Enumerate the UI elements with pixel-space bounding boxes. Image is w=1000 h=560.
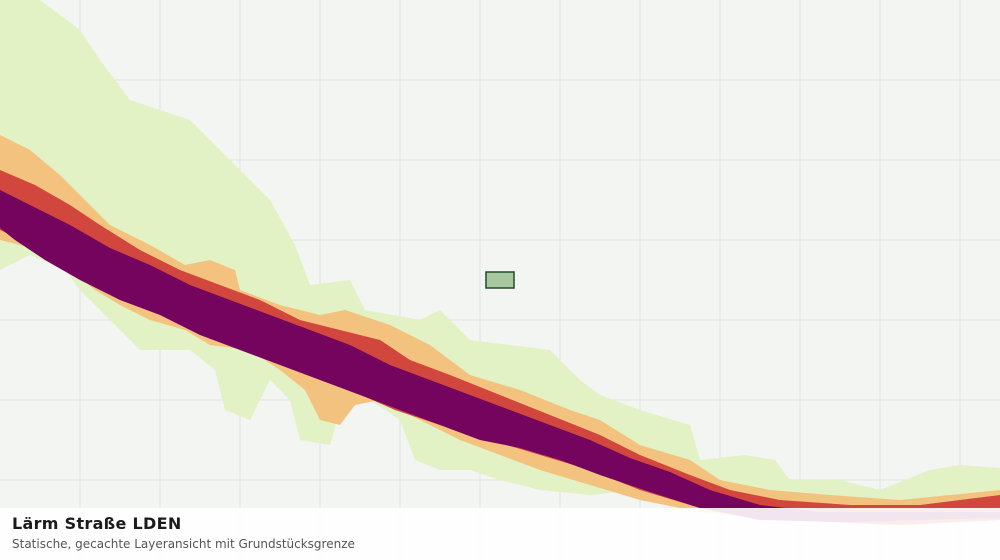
parcel-boundary[interactable] [485,271,515,289]
layer-title: Lärm Straße LDEN [12,514,182,533]
noise-zone-low [0,0,1000,525]
layer-subtitle: Statische, gecachte Layeransicht mit Gru… [12,537,355,551]
caption-panel: Lärm Straße LDEN Statische, gecachte Lay… [0,508,1000,560]
